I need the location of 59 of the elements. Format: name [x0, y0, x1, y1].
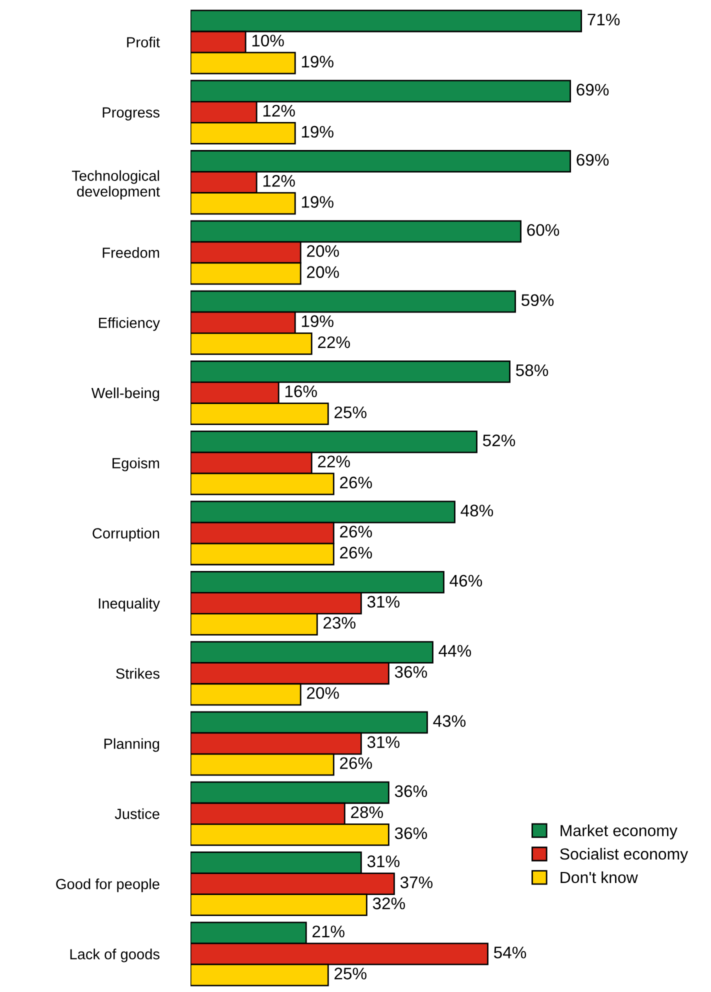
data-label: 20% — [307, 266, 339, 278]
y-tick-label: Profit — [127, 36, 160, 48]
data-label: 36% — [394, 785, 428, 798]
data-label: 19% — [302, 196, 334, 208]
data-label: 54% — [494, 946, 526, 958]
data-label: 31% — [367, 736, 400, 748]
data-label: 58% — [516, 364, 548, 376]
y-tick-label: Efficiency — [99, 317, 160, 331]
data-label: 22% — [318, 336, 350, 348]
data-label: 26% — [340, 757, 372, 770]
data-label: 71% — [588, 14, 620, 26]
y-tick-label: Well-being — [91, 387, 160, 402]
y-tick-label: Corruption — [92, 528, 160, 542]
data-label: 22% — [318, 456, 350, 468]
data-label: 19% — [302, 315, 334, 328]
y-tick-label: Progress — [102, 107, 160, 120]
data-label: 19% — [302, 56, 334, 68]
data-label: 21% — [312, 926, 344, 938]
y-tick-label: Good for people — [56, 878, 160, 892]
data-label: 37% — [400, 876, 433, 888]
y-tick-label: Egoism — [112, 458, 160, 472]
y-tick-label: Justice — [114, 808, 160, 820]
data-label: 48% — [460, 504, 494, 516]
data-label: 59% — [522, 294, 554, 306]
data-label: 26% — [340, 476, 372, 488]
data-label: 69% — [576, 154, 609, 166]
data-label: 16% — [285, 385, 317, 398]
data-label: 10% — [252, 34, 284, 46]
data-label: 36% — [394, 827, 428, 840]
data-label: 25% — [334, 968, 366, 980]
data-label: 31% — [367, 596, 400, 608]
data-label: 31% — [367, 855, 400, 868]
data-label: 36% — [394, 666, 428, 678]
data-label: 26% — [340, 546, 372, 559]
y-tick-label: Inequality — [98, 598, 160, 612]
y-tick-label: Lack of goods — [70, 948, 160, 962]
y-tick-label: Strikes — [116, 668, 160, 679]
data-label: 19% — [302, 126, 334, 138]
data-label: 43% — [433, 715, 466, 727]
data-label: 12% — [263, 174, 295, 187]
data-label: 25% — [334, 406, 366, 418]
y-tick-label: Freedom — [102, 247, 160, 258]
legend-label: Market economy — [560, 824, 678, 840]
legend-label: Socialist economy — [560, 848, 688, 863]
y-tick-label: Technological development — [72, 170, 160, 200]
data-label: 69% — [576, 84, 609, 96]
data-label: 26% — [340, 526, 372, 538]
data-label: 52% — [482, 434, 516, 446]
legend-label: Don't know — [560, 871, 638, 884]
data-label: 60% — [527, 224, 560, 236]
data-label: 23% — [324, 616, 356, 629]
data-label: 20% — [307, 245, 339, 257]
y-tick-label: Planning — [104, 738, 160, 752]
data-label: 44% — [438, 645, 472, 657]
data-label: 32% — [372, 898, 405, 910]
data-label: 20% — [307, 687, 339, 699]
data-label: 12% — [263, 104, 295, 117]
data-label: 46% — [450, 574, 482, 587]
data-label: 28% — [351, 806, 383, 818]
